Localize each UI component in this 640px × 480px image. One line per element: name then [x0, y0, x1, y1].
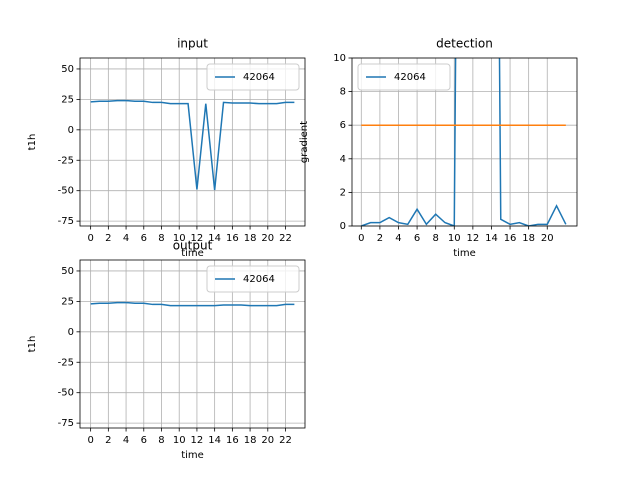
y-tick-label: 4: [340, 154, 346, 165]
y-tick-label: -75: [58, 418, 74, 429]
x-tick-label: 0: [87, 233, 93, 244]
x-tick-label: 12: [467, 233, 480, 244]
x-tick-label: 20: [541, 233, 554, 244]
x-tick-label: 20: [261, 435, 274, 446]
x-tick-label: 16: [504, 233, 517, 244]
x-tick-label: 2: [105, 435, 111, 446]
x-tick-label: 6: [141, 233, 147, 244]
y-tick-label: 0: [68, 125, 74, 136]
data-line: [361, 58, 567, 226]
x-tick-label: 22: [279, 233, 292, 244]
y-tick-label: -50: [58, 388, 74, 399]
x-tick-label: 6: [141, 435, 147, 446]
data-line: [90, 301, 295, 307]
y-tick-label: 25: [61, 296, 74, 307]
y-tick-label: 50: [61, 266, 74, 277]
x-axis-label: time: [453, 248, 476, 259]
y-axis-label: gradient: [299, 121, 310, 163]
data-line: [90, 99, 295, 191]
x-tick-label: 18: [522, 233, 535, 244]
x-tick-label: 8: [158, 233, 164, 244]
legend-label: 42064: [394, 72, 426, 83]
y-tick-label: 10: [333, 53, 346, 64]
x-tick-label: 16: [226, 233, 239, 244]
legend-box: [206, 63, 300, 91]
x-tick-label: 4: [395, 233, 401, 244]
x-tick-label: 20: [261, 233, 274, 244]
y-tick-label: -50: [58, 186, 74, 197]
axes-frame: [79, 57, 306, 227]
x-tick-label: 8: [432, 233, 438, 244]
x-tick-label: 18: [244, 233, 257, 244]
x-tick-label: 10: [173, 435, 186, 446]
x-tick-label: 12: [191, 233, 204, 244]
y-tick-label: 8: [340, 87, 346, 98]
y-tick-label: -25: [58, 357, 74, 368]
x-tick-label: 12: [191, 435, 204, 446]
chart-title: detection: [436, 37, 493, 51]
x-tick-label: 4: [123, 435, 129, 446]
x-tick-label: 0: [87, 435, 93, 446]
y-tick-label: 0: [340, 221, 346, 232]
x-tick-label: 18: [244, 435, 257, 446]
x-axis-label: time: [181, 248, 204, 259]
axes-frame: [79, 259, 306, 429]
legend-label: 42064: [243, 274, 275, 285]
x-tick-label: 10: [173, 233, 186, 244]
x-tick-label: 14: [208, 233, 221, 244]
chart-title: input: [177, 37, 208, 51]
x-tick-label: 10: [448, 233, 461, 244]
chart-title: output: [173, 239, 213, 253]
x-tick-label: 14: [485, 233, 498, 244]
y-axis-label: t1h: [27, 336, 38, 353]
y-tick-label: 2: [340, 187, 346, 198]
legend-box: [357, 63, 451, 91]
x-tick-label: 6: [414, 233, 420, 244]
x-tick-label: 22: [279, 435, 292, 446]
x-tick-label: 2: [105, 233, 111, 244]
axes-frame: [351, 57, 578, 227]
x-tick-label: 14: [208, 435, 221, 446]
legend-label: 42064: [243, 72, 275, 83]
y-tick-label: -75: [58, 216, 74, 227]
x-axis-label: time: [181, 450, 204, 461]
y-tick-label: -25: [58, 155, 74, 166]
y-tick-label: 25: [61, 94, 74, 105]
y-tick-label: 0: [68, 327, 74, 338]
x-tick-label: 16: [226, 435, 239, 446]
x-tick-label: 8: [158, 435, 164, 446]
x-tick-label: 0: [358, 233, 364, 244]
y-axis-label: t1h: [27, 134, 38, 151]
x-tick-label: 2: [377, 233, 383, 244]
y-tick-label: 6: [340, 120, 346, 131]
y-tick-label: 50: [61, 64, 74, 75]
x-tick-label: 4: [123, 233, 129, 244]
legend-box: [206, 265, 300, 293]
